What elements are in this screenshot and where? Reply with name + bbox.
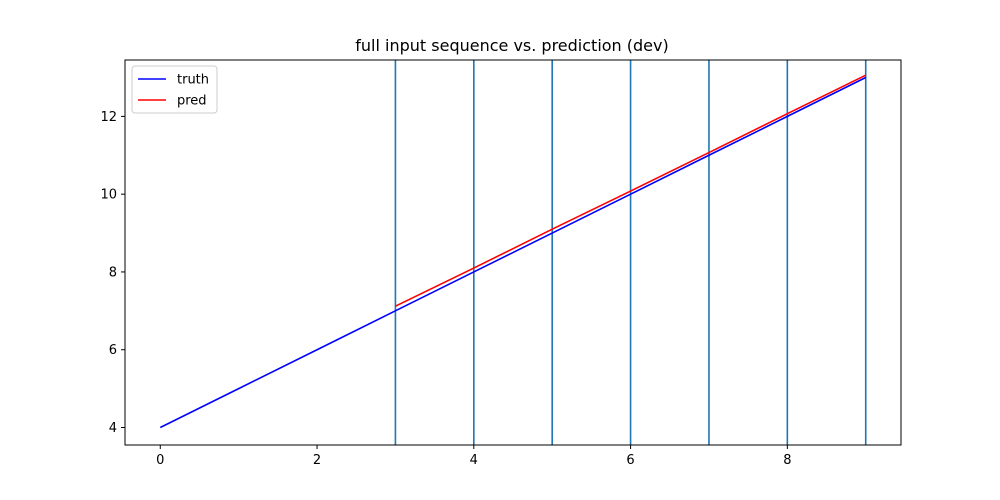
series-line-pred: [395, 74, 867, 307]
legend-label-pred: pred: [177, 94, 207, 109]
x-tick-label: 0: [156, 453, 164, 468]
y-tick-label: 4: [109, 421, 117, 436]
x-tick-label: 6: [626, 453, 634, 468]
legend-box: [131, 65, 218, 114]
x-tick-label: 8: [783, 453, 791, 468]
x-tick-label: 4: [470, 453, 478, 468]
plot-frame: [124, 59, 902, 446]
y-tick-label: 6: [109, 343, 117, 358]
chart-title: full input sequence vs. prediction (dev): [355, 36, 668, 55]
y-tick-label: 10: [100, 188, 117, 203]
y-tick-label: 12: [100, 110, 117, 125]
legend-label-truth: truth: [177, 73, 209, 88]
plot-area: [159, 60, 867, 445]
x-tick-label: 2: [313, 453, 321, 468]
legend: truth pred: [131, 65, 218, 114]
x-axis: 0 2 4 6 8: [156, 445, 791, 468]
y-tick-label: 8: [109, 265, 117, 280]
y-axis: 4 6 8 10 12: [100, 110, 125, 436]
series-line-truth: [159, 76, 867, 429]
